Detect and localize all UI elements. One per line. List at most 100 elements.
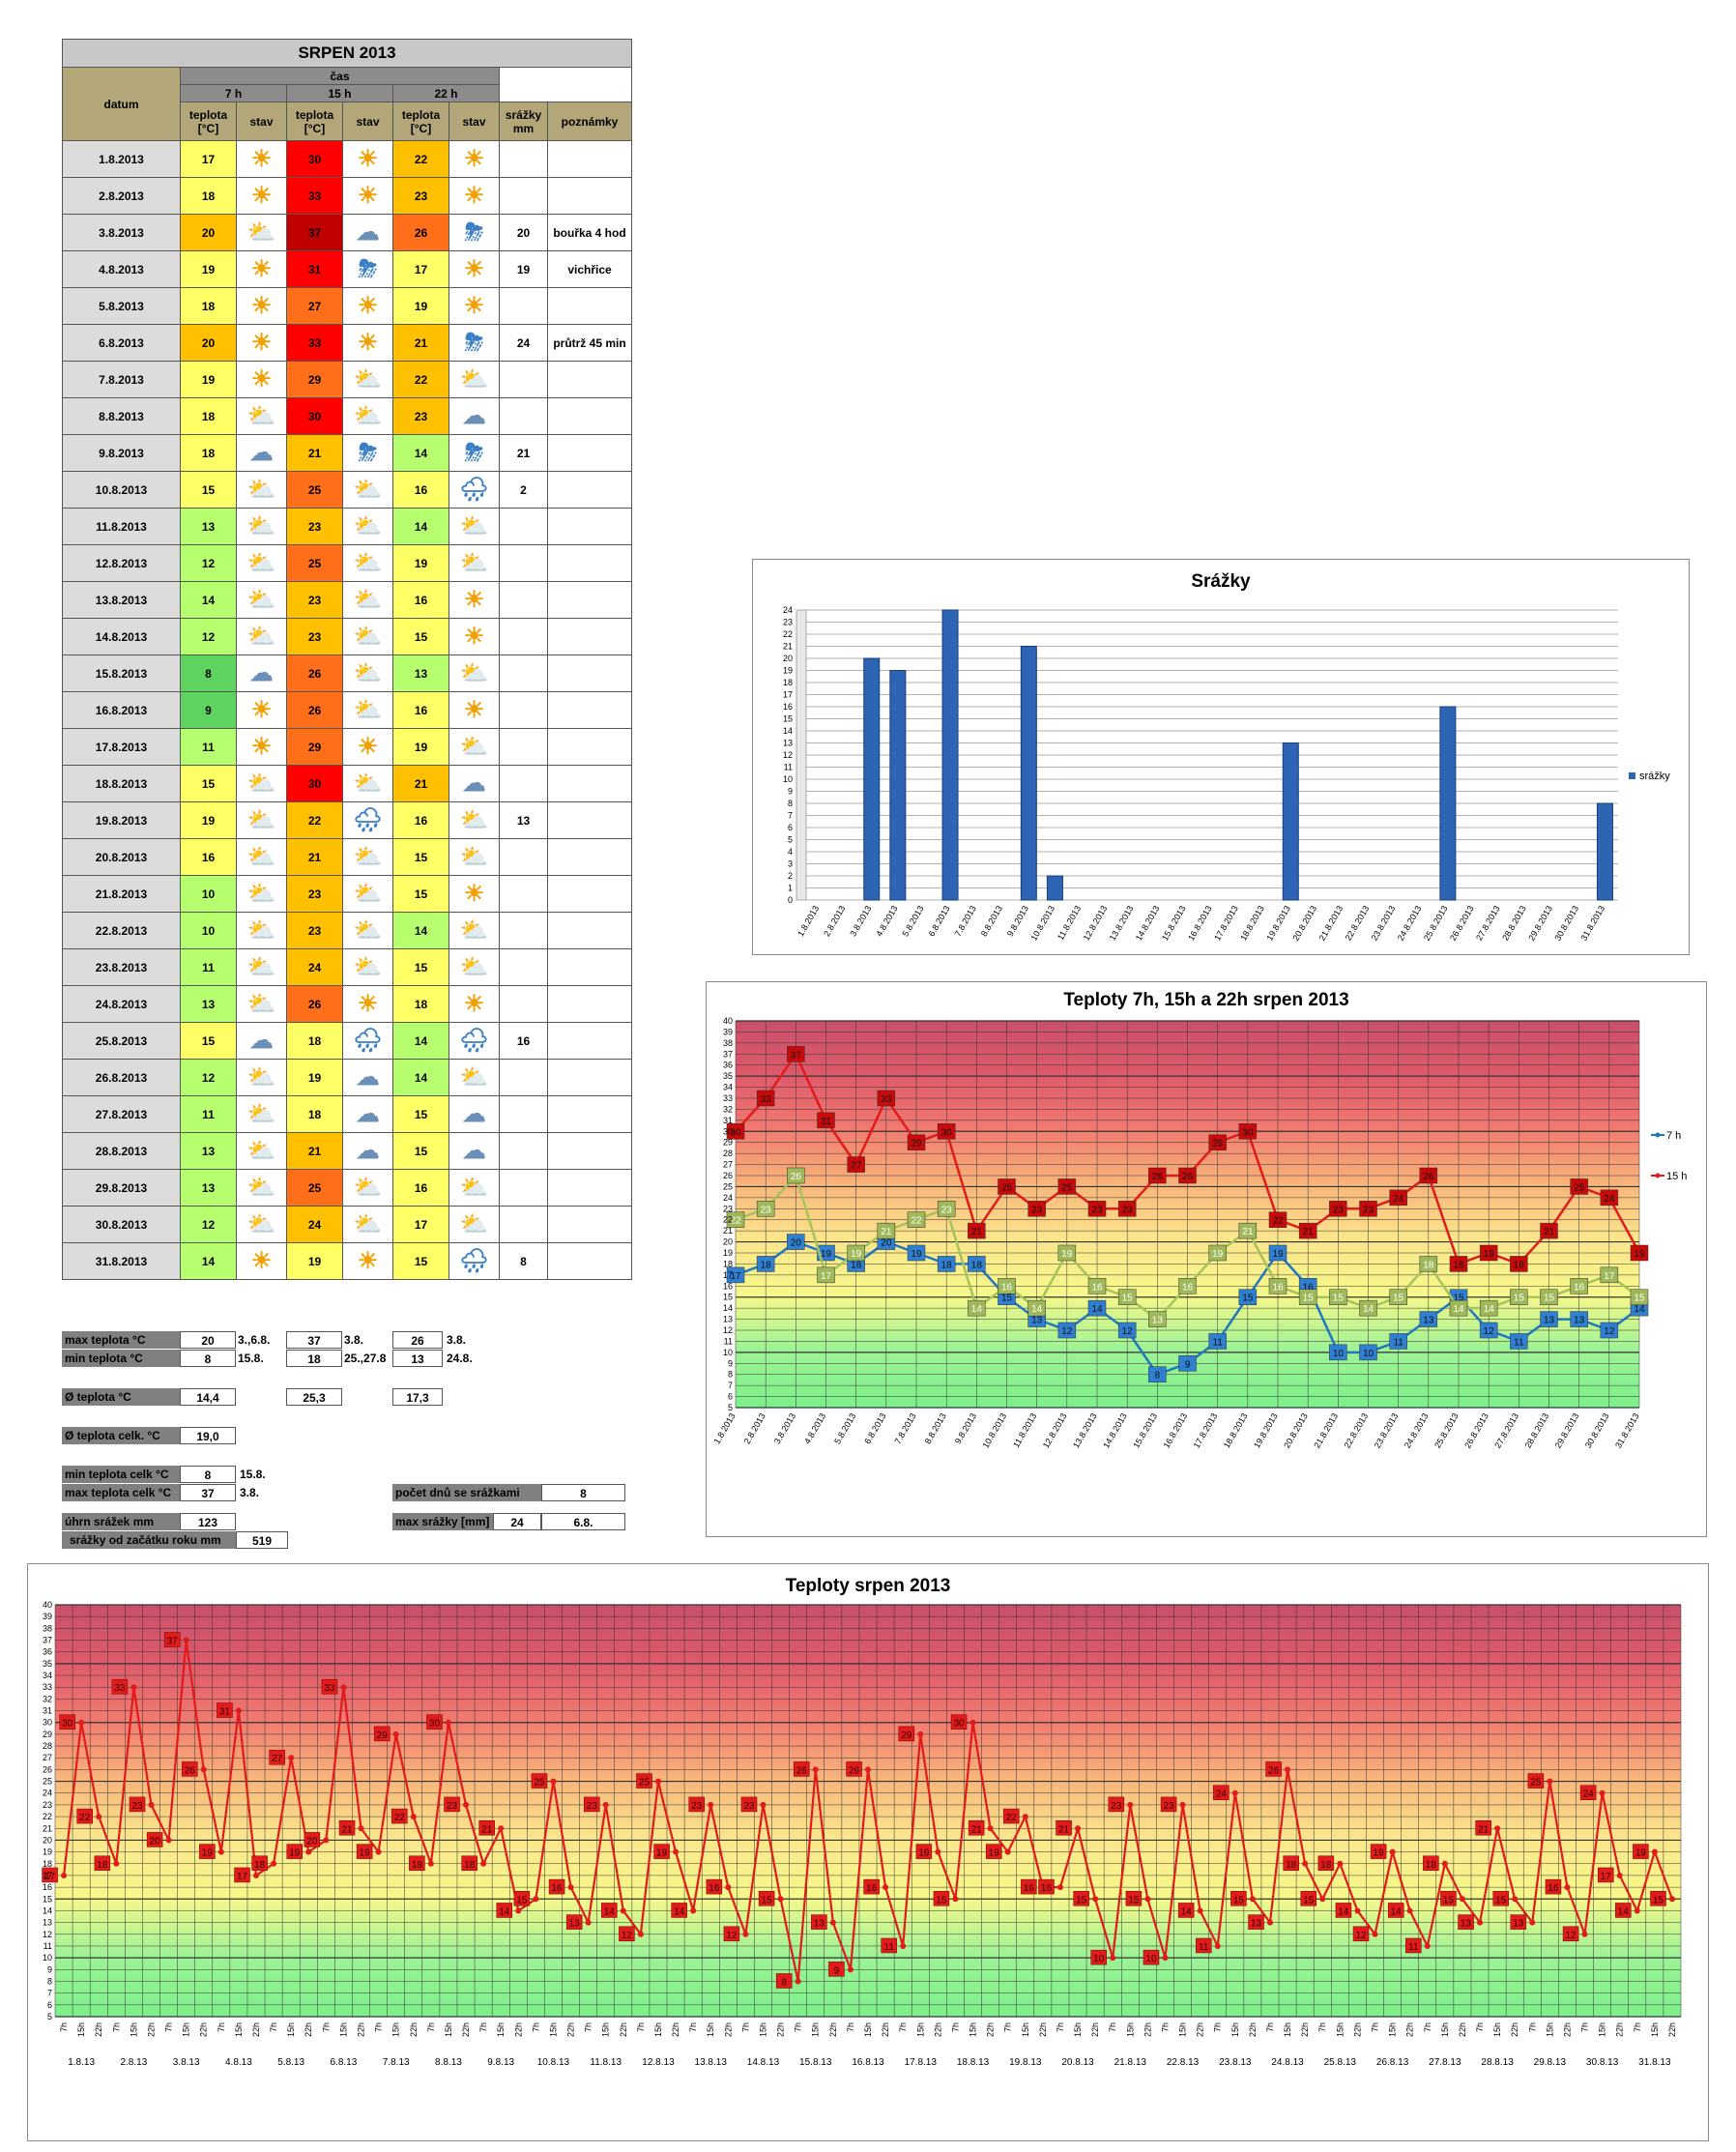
temp-22h-cell: 16 [392, 691, 449, 729]
temp3-data-label: 15 [1303, 1294, 1315, 1304]
partly-cloudy-icon: ⛅ [353, 549, 383, 576]
temp3-data-label-box [1449, 1299, 1468, 1317]
month-point [165, 1837, 172, 1844]
month-data-label-box [1003, 1808, 1020, 1824]
temp3-data-label: 23 [1031, 1205, 1043, 1215]
date-cell: 21.8.2013 [62, 875, 181, 913]
min-temp-15h: 18 [286, 1350, 342, 1367]
rain-cell [499, 1132, 548, 1170]
month-point [340, 1684, 347, 1691]
temp3-data-label: 13 [1031, 1316, 1043, 1326]
temp3-data-label: 11 [1514, 1337, 1524, 1348]
temp3-data-label-box [1570, 1178, 1588, 1195]
state-7h-cell: ⛅ [236, 544, 287, 582]
temp-chart-3series-svg: Teploty 7h, 15h a 22h srpen 2013 1718201… [712, 990, 1688, 1450]
month-x-subtick: 22h [723, 2022, 733, 2037]
temp3-data-label: 13 [1574, 1316, 1585, 1326]
month-data-label: 21 [341, 1824, 353, 1835]
max-all-date: 3.8. [240, 1486, 260, 1499]
date-cell: 10.8.2013 [62, 471, 181, 509]
month-data-label-box [881, 1937, 897, 1954]
temp3-data-label-box [1057, 1244, 1077, 1262]
rain-y-tick: 0 [788, 895, 793, 905]
state-7h-cell: ☀ [236, 287, 287, 325]
temp3-data-label-box [1057, 1178, 1077, 1195]
month-data-label: 23 [131, 1801, 143, 1812]
temp3-data-label-box [998, 1178, 1016, 1195]
month-data-label: 14 [1181, 1906, 1193, 1917]
month-point [235, 1707, 242, 1714]
temp-22h-cell: 14 [392, 1059, 449, 1096]
rain-cell: 8 [499, 1242, 548, 1280]
month-data-label: 33 [324, 1683, 335, 1694]
partly-cloudy-icon: ⛅ [459, 843, 489, 870]
temp3-data-label: 25 [1001, 1182, 1013, 1193]
temp-7h-cell: 8 [180, 654, 237, 692]
state-22h-cell: ⛈ [448, 434, 500, 472]
month-data-label: 25 [534, 1778, 545, 1788]
temp3-data-label-box [1359, 1344, 1377, 1361]
temp-15h-cell: 18 [286, 1022, 343, 1060]
cloudy-icon: ☁ [462, 402, 486, 429]
month-data-label-box [794, 1761, 810, 1777]
month-data-label: 30 [62, 1719, 73, 1730]
partly-cloudy-icon: ⛅ [246, 402, 276, 429]
date-cell: 16.8.2013 [62, 691, 181, 729]
temp3-data-label: 19 [821, 1249, 832, 1260]
month-x-group-label: 1.8.13 [68, 2057, 95, 2068]
rain-y-tick: 8 [788, 799, 793, 808]
temp3-data-label-box [1298, 1222, 1317, 1239]
temp-22h-cell: 15 [392, 838, 449, 876]
month-point [1477, 1919, 1484, 1926]
month-point [1512, 1896, 1519, 1903]
partly-cloudy-icon: ⛅ [246, 770, 276, 797]
month-data-label: 8 [781, 1977, 787, 1988]
month-y-tick: 14 [43, 1905, 52, 1915]
rain-cell: 21 [499, 434, 548, 472]
rain-cell [499, 912, 548, 949]
state-15h-cell: ⛅ [342, 544, 393, 582]
state-15h-cell: ⛅ [342, 361, 393, 398]
rain-x-tick: 30.8.2013 [1552, 904, 1580, 943]
rain-x-tick: 26.8.2013 [1448, 904, 1476, 943]
month-data-label-box [146, 1832, 163, 1847]
rain-sum-value: 123 [180, 1513, 236, 1530]
note-cell [547, 1132, 632, 1170]
temp3-data-label: 21 [881, 1227, 892, 1237]
table-row: 12.8.2013 12 ⛅ 25 ⛅ 19 ⛅ [62, 544, 632, 582]
month-y-tick: 17 [43, 1871, 52, 1880]
month-point [1075, 1825, 1082, 1832]
partly-cloudy-icon: ⛅ [353, 476, 383, 503]
temp3-data-label: 33 [881, 1094, 892, 1105]
month-point [987, 1825, 994, 1832]
month-data-label: 15 [1303, 1895, 1315, 1905]
partly-cloudy-icon: ⛅ [353, 623, 383, 650]
temp3-y-tick: 26 [723, 1171, 733, 1180]
temp3-data-label-box [907, 1211, 926, 1228]
state-15h-cell: ⛅ [342, 581, 393, 619]
state-22h-cell: ☁ [448, 765, 500, 802]
month-data-label: 14 [1618, 1906, 1630, 1917]
temp-15h-cell: 19 [286, 1059, 343, 1096]
note-cell [547, 1169, 632, 1207]
rain-y-tick: 9 [788, 787, 793, 797]
temp3-data-label-box [1298, 1289, 1317, 1305]
rain-x-tick: 16.8.2013 [1186, 904, 1214, 943]
month-data-label-box [234, 1867, 250, 1883]
month-x-group-label: 24.8.13 [1271, 2057, 1304, 2068]
temp3-data-label: 23 [1122, 1205, 1134, 1215]
rain-x-tick: 3.8.2013 [848, 904, 873, 938]
table-row: 3.8.2013 20 ⛅ 37 ☁ 26 ⛈ 20 bouřka 4 hod [62, 214, 632, 251]
state-15h-cell: ⛅ [342, 875, 393, 913]
month-x-subtick: 22h [1090, 2022, 1100, 2037]
state-22h-cell: ⛅ [448, 948, 500, 986]
temp3-data-label-box [1027, 1201, 1046, 1217]
rain-x-tick: 13.8.2013 [1108, 904, 1136, 943]
month-point [288, 1755, 295, 1761]
partly-cloudy-icon: ⛅ [246, 623, 276, 650]
month-x-subtick: 22h [1300, 2022, 1310, 2037]
table-row: 11.8.2013 13 ⛅ 23 ⛅ 14 ⛅ [62, 508, 632, 545]
month-x-group-label: 9.8.13 [487, 2057, 514, 2068]
sun-icon: ☀ [463, 990, 485, 1017]
month-x-subtick: 22h [357, 2022, 366, 2037]
